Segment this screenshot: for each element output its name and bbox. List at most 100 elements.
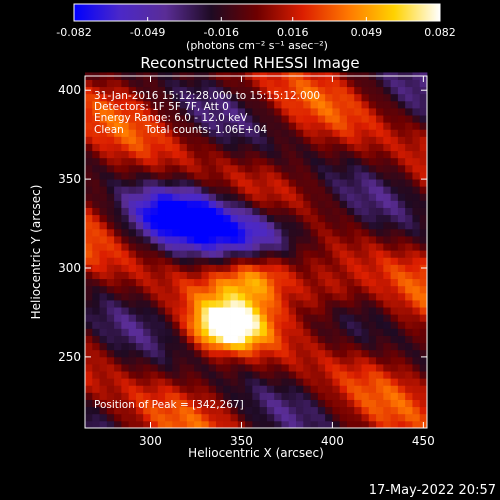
- heatmap-cell: [281, 420, 290, 429]
- heatmap-cell: [230, 342, 239, 351]
- heatmap-cell: [361, 420, 370, 429]
- heatmap-cell: [237, 271, 246, 280]
- heatmap-cell: [397, 271, 406, 280]
- heatmap-cell: [252, 278, 261, 287]
- heatmap-cell: [128, 228, 137, 237]
- heatmap-cell: [317, 399, 326, 408]
- heatmap-cell: [194, 115, 202, 123]
- heatmap-cell: [215, 164, 224, 173]
- heatmap-cell: [274, 243, 282, 251]
- heatmap-cell: [252, 172, 261, 180]
- heatmap-cell: [172, 392, 180, 400]
- heatmap-cell: [172, 250, 180, 258]
- heatmap-cell: [310, 392, 319, 400]
- heatmap-cell: [208, 307, 217, 315]
- heatmap-cell: [354, 93, 362, 102]
- heatmap-cell: [252, 385, 261, 393]
- heatmap-cell: [339, 129, 348, 137]
- heatmap-cell: [405, 86, 413, 95]
- heatmap-cell: [230, 115, 239, 123]
- heatmap-cell: [339, 200, 348, 208]
- heatmap-cell: [201, 143, 210, 152]
- heatmap-cell: [245, 179, 253, 187]
- heatmap-cell: [346, 300, 355, 308]
- heatmap-cell: [143, 250, 151, 258]
- heatmap-cell: [310, 129, 319, 137]
- heatmap-cell: [201, 108, 210, 116]
- heatmap-cell: [310, 278, 319, 287]
- heatmap-cell: [92, 228, 100, 237]
- heatmap-cell: [339, 328, 348, 336]
- heatmap-cell: [310, 264, 319, 272]
- heatmap-cell: [412, 385, 421, 393]
- heatmap-cell: [325, 164, 333, 173]
- heatmap-cell: [135, 214, 144, 223]
- heatmap-cell: [245, 349, 253, 358]
- heatmap-cell: [245, 115, 253, 123]
- heatmap-cell: [419, 328, 428, 336]
- heatmap-cell: [266, 200, 275, 208]
- heatmap-cell: [165, 150, 173, 159]
- heatmap-cell: [383, 292, 392, 301]
- heatmap-cell: [186, 413, 195, 422]
- heatmap-cell: [325, 136, 333, 144]
- heatmap-cell: [419, 371, 428, 379]
- heatmap-cell: [296, 278, 304, 287]
- heatmap-cell: [99, 392, 108, 400]
- heatmap-cell: [128, 93, 137, 102]
- heatmap-cell: [405, 314, 413, 322]
- heatmap-cell: [405, 129, 413, 137]
- heatmap-cell: [405, 285, 413, 294]
- heatmap-cell: [114, 292, 122, 301]
- heatmap-cell: [150, 300, 159, 308]
- heatmap-cell: [332, 314, 341, 322]
- heatmap-cell: [296, 328, 304, 336]
- heatmap-cell: [405, 172, 413, 180]
- heatmap-cell: [405, 214, 413, 223]
- heatmap-cell: [383, 136, 392, 144]
- heatmap-cell: [274, 172, 282, 180]
- heatmap-cell: [252, 228, 261, 237]
- heatmap-cell: [99, 314, 108, 322]
- heatmap-cell: [121, 356, 130, 365]
- heatmap-cell: [143, 399, 151, 408]
- heatmap-cell: [135, 186, 144, 194]
- heatmap-cell: [259, 186, 268, 194]
- heatmap-cell: [99, 193, 108, 201]
- heatmap-cell: [339, 399, 348, 408]
- heatmap-cell: [354, 271, 362, 280]
- heatmap-cell: [296, 79, 304, 88]
- heatmap-cell: [245, 399, 253, 408]
- heatmap-cell: [99, 300, 108, 308]
- heatmap-cell: [172, 257, 180, 265]
- heatmap-cell: [412, 364, 421, 372]
- heatmap-cell: [245, 292, 253, 301]
- heatmap-cell: [383, 79, 392, 88]
- heatmap-cell: [157, 328, 166, 336]
- heatmap-cell: [346, 228, 355, 237]
- heatmap-cell: [266, 364, 275, 372]
- heatmap-cell: [332, 179, 341, 187]
- heatmap-cell: [296, 413, 304, 422]
- heatmap-cell: [288, 257, 297, 265]
- heatmap-cell: [368, 321, 377, 329]
- heatmap-cell: [157, 278, 166, 287]
- heatmap-cell: [296, 86, 304, 95]
- heatmap-cell: [383, 392, 392, 400]
- heatmap-cell: [172, 179, 180, 187]
- heatmap-cell: [114, 200, 122, 208]
- y-tick-label: 250: [58, 350, 81, 364]
- heatmap-cell: [376, 328, 384, 336]
- heatmap-cell: [157, 378, 166, 386]
- heatmap-cell: [121, 172, 130, 180]
- heatmap-cell: [230, 285, 239, 294]
- heatmap-cell: [252, 200, 261, 208]
- heatmap-cell: [237, 143, 246, 152]
- heatmap-cell: [106, 250, 115, 258]
- heatmap-cell: [296, 406, 304, 415]
- heatmap-cell: [92, 243, 100, 251]
- heatmap-cell: [346, 378, 355, 386]
- heatmap-cell: [317, 285, 326, 294]
- heatmap-cell: [237, 321, 246, 329]
- heatmap-cell: [165, 221, 173, 230]
